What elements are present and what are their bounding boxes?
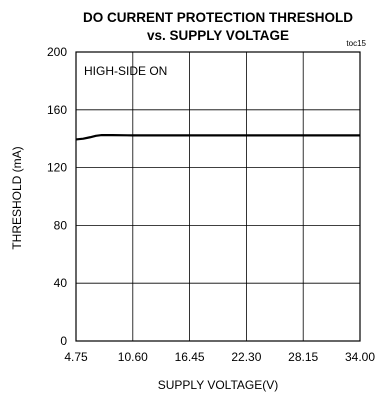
y-tick-label: 200 — [47, 45, 67, 59]
chart-title-line2: vs. SUPPLY VOLTAGE — [147, 28, 289, 43]
x-axis-label: SUPPLY VOLTAGE(V) — [158, 378, 278, 392]
x-tick-label: 4.75 — [64, 350, 88, 364]
plot-frame — [75, 51, 361, 342]
y-tick-label: 80 — [54, 218, 68, 232]
y-tick-labels: 0 40 80 120 160 200 — [47, 45, 67, 348]
annotation-high-side-on: HIGH-SIDE ON — [84, 64, 167, 78]
y-tick-label: 0 — [60, 334, 67, 348]
x-tick-label: 22.30 — [231, 350, 261, 364]
y-tick-label: 120 — [47, 161, 67, 175]
y-tick-label: 160 — [47, 103, 67, 117]
y-tick-label: 40 — [54, 276, 68, 290]
chart-title-line1: DO CURRENT PROTECTION THRESHOLD — [83, 10, 353, 25]
x-tick-labels: 4.75 10.60 16.45 22.30 28.15 34.00 — [64, 350, 375, 364]
series-line — [75, 133, 360, 141]
figure-tag: toc15 — [346, 39, 366, 48]
x-tick-label: 28.15 — [288, 350, 318, 364]
y-axis-label: THRESHOLD (mA) — [10, 146, 24, 249]
x-tick-label: 34.00 — [345, 350, 375, 364]
grid-lines — [76, 52, 360, 341]
x-tick-label: 10.60 — [118, 350, 148, 364]
x-tick-label: 16.45 — [175, 350, 205, 364]
